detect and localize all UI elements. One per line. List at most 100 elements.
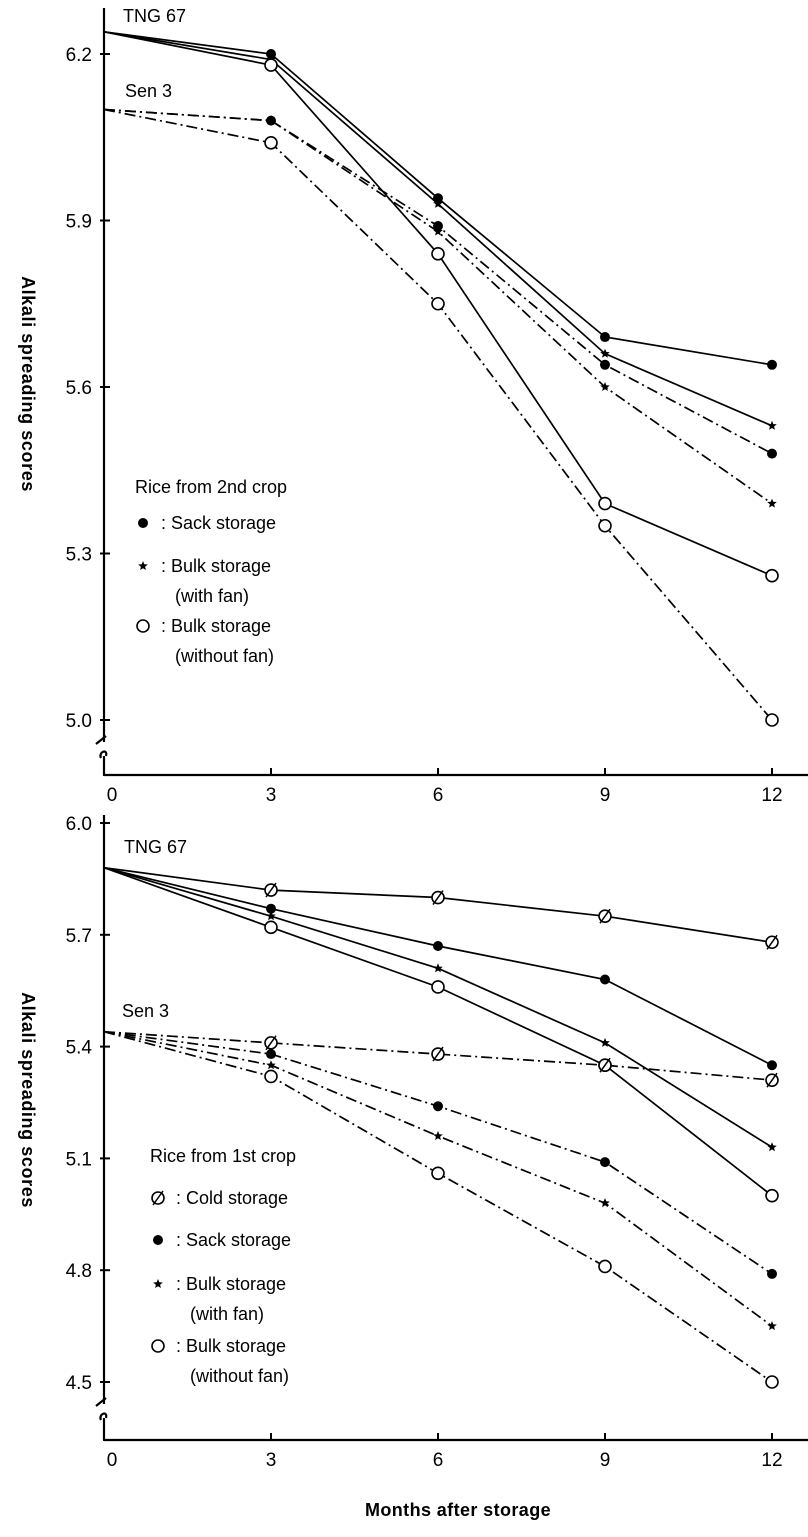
y-tick-label: 6.0 <box>66 814 92 835</box>
legend-title: Rice from 1st crop <box>150 1146 296 1166</box>
data-point <box>266 1049 276 1060</box>
legend-title: Rice from 2nd crop <box>135 477 287 497</box>
data-point-slash <box>265 1035 277 1051</box>
x-tick-label: 6 <box>433 1450 444 1471</box>
data-point <box>767 1060 777 1071</box>
data-point <box>264 920 278 935</box>
data-point <box>767 1142 777 1152</box>
y-tick-label: 5.0 <box>66 711 92 732</box>
data-point <box>136 619 150 633</box>
data-point <box>767 1321 777 1331</box>
y-tick-label: 6.2 <box>66 45 92 66</box>
chart-panel-bottom: 0 3 6 9 12 4.5 4.8 5.1 5.4 5.7 6.0 Alkali spreading… <box>18 814 808 1520</box>
legend-entry-label: (without fan) <box>175 646 274 666</box>
legend-entry-label: : Sack storage <box>161 513 276 533</box>
data-point-slash <box>599 1057 611 1073</box>
data-point <box>153 1235 163 1245</box>
y-axis-label: Alkali spreading scores <box>18 992 38 1208</box>
data-point <box>431 890 445 905</box>
data-point <box>266 911 276 921</box>
legend-entry-label: : Bulk storage <box>161 616 271 636</box>
data-point <box>138 518 148 528</box>
x-tick-label: 3 <box>266 1450 277 1471</box>
data-point <box>767 420 777 430</box>
data-point <box>765 934 779 950</box>
data-point <box>431 1166 445 1181</box>
data-point <box>600 359 610 370</box>
data-point <box>600 1198 610 1208</box>
legend-entry-label: (with fan) <box>175 586 249 606</box>
data-point <box>765 568 779 583</box>
data-point <box>433 1131 443 1141</box>
data-point <box>264 58 278 72</box>
y-axis-break-mark <box>95 1397 108 1421</box>
data-point <box>431 1046 445 1062</box>
data-point <box>151 1339 165 1353</box>
data-point <box>600 382 610 391</box>
y-tick-label: 4.5 <box>66 1373 92 1394</box>
data-point-slash <box>432 890 444 905</box>
data-point <box>767 448 777 459</box>
legend-entry-label: : Cold storage <box>176 1188 288 1208</box>
data-point <box>151 1190 165 1206</box>
variety-label: Sen 3 <box>125 81 172 101</box>
data-point-slash <box>766 934 778 950</box>
data-point <box>138 561 148 570</box>
data-point <box>600 974 610 985</box>
chart-panel-top: 0 3 6 9 12 5.0 5.3 5.6 5.9 6.2 Alkali spreading sc… <box>18 6 808 806</box>
y-axis-label: Alkali spreading scores <box>18 276 38 492</box>
data-point <box>767 498 777 508</box>
legend-entry-label: (without fan) <box>190 1366 289 1386</box>
legend-entry-label: : Sack storage <box>176 1230 291 1250</box>
data-point <box>598 908 612 924</box>
legend-entry-label: : Bulk storage <box>161 556 271 576</box>
y-tick-label: 5.9 <box>66 212 92 233</box>
data-point <box>266 1060 276 1070</box>
data-point <box>600 348 610 358</box>
x-tick-label: 0 <box>107 1450 118 1471</box>
series-line <box>103 866 773 944</box>
data-point-slash <box>599 908 611 924</box>
series-line <box>103 1030 773 1081</box>
data-point <box>433 1101 443 1112</box>
legend-entry-label: (with fan) <box>190 1304 264 1324</box>
data-point-slash <box>152 1190 164 1206</box>
data-point <box>598 1057 612 1073</box>
data-point <box>765 1072 779 1088</box>
data-point <box>433 940 443 951</box>
y-tick-label: 4.8 <box>66 1261 92 1282</box>
variety-label: Sen 3 <box>122 1001 169 1021</box>
data-point <box>433 226 443 236</box>
data-point <box>264 1069 278 1084</box>
data-point-slash <box>265 882 277 898</box>
data-point <box>431 247 445 261</box>
data-point <box>266 115 276 125</box>
data-point <box>264 136 278 150</box>
x-tick-label: 9 <box>600 785 611 806</box>
x-tick-label: 9 <box>600 1450 611 1471</box>
x-tick-label: 0 <box>107 785 118 806</box>
y-tick-label: 5.1 <box>66 1149 92 1170</box>
variety-label: TNG 67 <box>124 837 187 857</box>
data-point-slash <box>432 1046 444 1062</box>
x-tick-label: 12 <box>761 1450 782 1471</box>
data-point <box>765 713 779 727</box>
data-point <box>433 193 443 204</box>
legend: Rice from 2nd crop : Sack storage : Bulk s… <box>135 477 287 666</box>
data-point <box>266 903 276 914</box>
legend: Rice from 1st crop : Cold storage : Sack s… <box>150 1146 296 1386</box>
data-point <box>765 1375 779 1389</box>
data-point <box>598 518 612 533</box>
data-point <box>433 198 443 208</box>
data-point <box>765 1188 779 1203</box>
data-point <box>264 1035 278 1051</box>
x-tick-label: 12 <box>761 785 782 806</box>
x-tick-label: 6 <box>433 785 444 806</box>
variety-label: TNG 67 <box>123 6 186 26</box>
legend-entry-label: : Bulk storage <box>176 1274 286 1294</box>
data-point <box>767 359 777 370</box>
y-tick-label: 5.3 <box>66 545 92 566</box>
data-point <box>600 1157 610 1168</box>
